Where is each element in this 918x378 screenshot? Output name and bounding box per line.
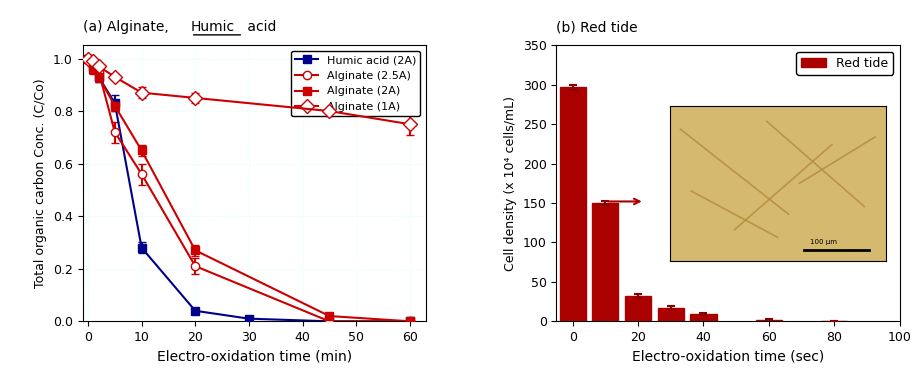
Text: (a) Alginate,: (a) Alginate, xyxy=(83,20,173,34)
Bar xyxy=(690,314,717,321)
Text: acid: acid xyxy=(243,20,276,34)
Y-axis label: Cell density (x 10⁴ cells/mL): Cell density (x 10⁴ cells/mL) xyxy=(504,96,517,271)
Bar xyxy=(560,87,586,321)
Bar xyxy=(625,296,651,321)
Legend: Humic acid (2A), Alginate (2.5A), Alginate (2A), Alginate (1A): Humic acid (2A), Alginate (2.5A), Algina… xyxy=(291,51,420,116)
Y-axis label: Total organic carbon Conc. (C/Co): Total organic carbon Conc. (C/Co) xyxy=(34,79,48,288)
Bar xyxy=(657,308,684,321)
X-axis label: Electro-oxidation time (sec): Electro-oxidation time (sec) xyxy=(632,350,824,364)
Text: (b) Red tide: (b) Red tide xyxy=(556,20,638,34)
Text: Humic: Humic xyxy=(191,20,235,34)
Bar xyxy=(592,203,619,321)
Legend: Red tide: Red tide xyxy=(796,52,893,74)
Bar xyxy=(756,320,782,321)
X-axis label: Electro-oxidation time (min): Electro-oxidation time (min) xyxy=(157,350,352,364)
